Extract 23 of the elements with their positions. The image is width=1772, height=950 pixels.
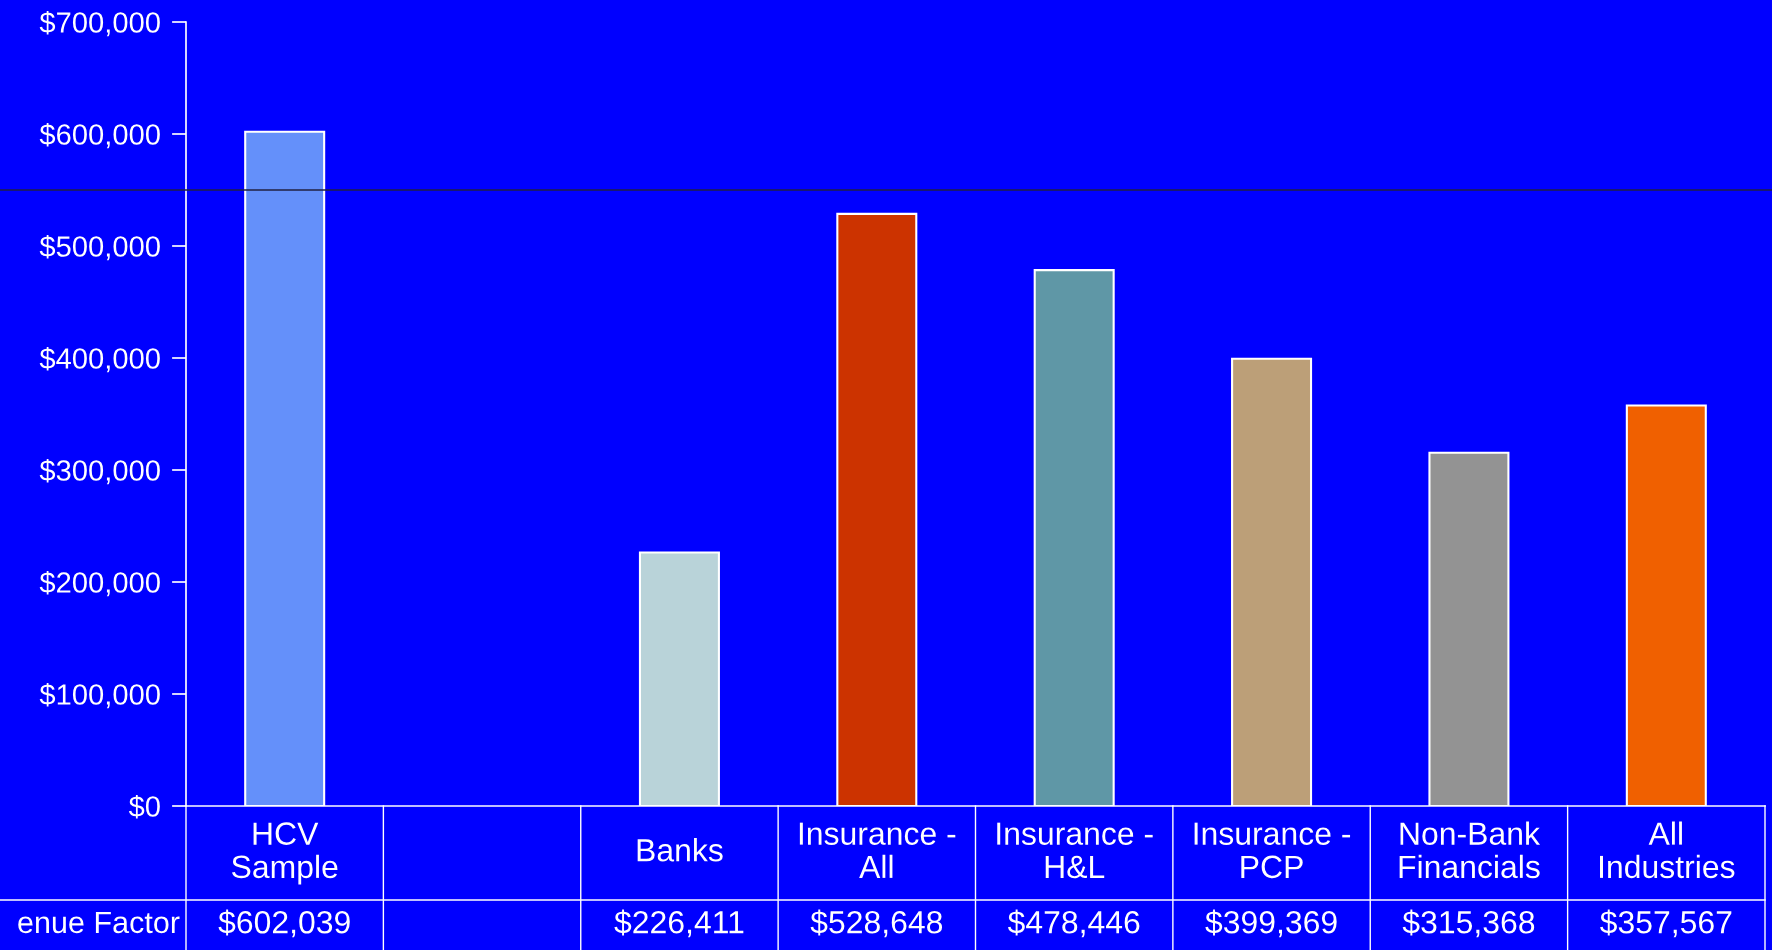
y-tick-label: $500,000 — [39, 234, 160, 261]
x-tick-label: All Industries — [1600, 821, 1735, 879]
data-label: $528,648 — [810, 909, 943, 938]
y-tick-label: $300,000 — [39, 458, 160, 485]
text: enue Factor — [18, 911, 180, 934]
y-tick-label: $600,000 — [39, 122, 160, 149]
y-tick-label: $0 — [128, 794, 160, 819]
y-tick-label: $400,000 — [39, 346, 160, 373]
x-tick-label: Non-Bank Financials — [1399, 821, 1541, 879]
data-label: $602,039 — [218, 909, 350, 938]
x-tick-label: Banks — [637, 838, 723, 862]
x-tick-label: Insurance - PCP — [1194, 822, 1351, 879]
data-label: $478,446 — [1007, 909, 1140, 938]
x-tick-label: Insurance - All — [799, 822, 956, 878]
y-tick-label: $700,000 — [39, 10, 160, 37]
data-label: $226,411 — [614, 909, 744, 938]
x-tick-label: HCV Sample — [231, 822, 338, 885]
y-tick-label: $100,000 — [39, 682, 160, 709]
data-label: $315,368 — [1402, 909, 1535, 938]
y-tick-label: $200,000 — [39, 570, 160, 597]
data-label: $357,567 — [1600, 909, 1732, 938]
data-label: $399,369 — [1205, 909, 1337, 938]
x-tick-label: Insurance - H&L — [997, 822, 1153, 879]
